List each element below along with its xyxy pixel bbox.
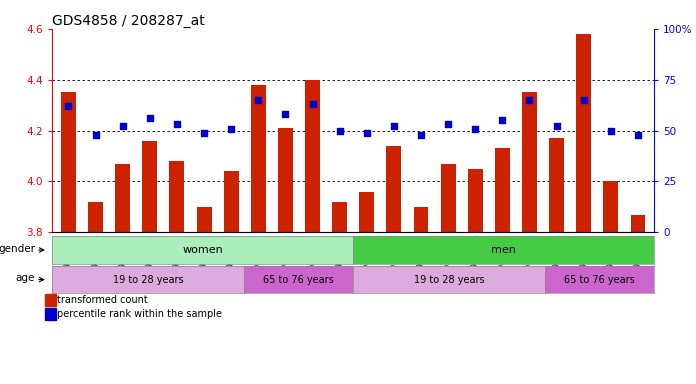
Text: percentile rank within the sample: percentile rank within the sample xyxy=(57,310,222,319)
Bar xyxy=(441,164,456,232)
Bar xyxy=(143,141,157,232)
Point xyxy=(443,121,454,127)
Point xyxy=(470,126,481,132)
Point xyxy=(633,132,644,138)
Point xyxy=(524,97,535,103)
Bar xyxy=(196,207,212,232)
Bar xyxy=(549,138,564,232)
Text: GDS4858 / 208287_at: GDS4858 / 208287_at xyxy=(52,14,205,28)
Bar xyxy=(413,207,429,232)
Point xyxy=(334,127,345,134)
Point xyxy=(253,97,264,103)
Bar xyxy=(386,146,402,232)
Text: transformed count: transformed count xyxy=(57,295,148,305)
Text: 65 to 76 years: 65 to 76 years xyxy=(564,275,635,285)
Point xyxy=(117,123,128,129)
Text: age: age xyxy=(16,273,35,283)
Bar xyxy=(223,171,239,232)
Point xyxy=(171,121,182,127)
Text: 19 to 28 years: 19 to 28 years xyxy=(113,275,183,285)
Bar xyxy=(88,202,103,232)
Point xyxy=(551,123,562,129)
Bar xyxy=(495,148,510,232)
Bar xyxy=(305,79,320,232)
Bar xyxy=(359,192,374,232)
Bar xyxy=(576,34,591,232)
Point xyxy=(90,132,101,138)
Point xyxy=(63,103,74,109)
Point xyxy=(578,97,590,103)
Bar xyxy=(631,215,645,232)
Text: 19 to 28 years: 19 to 28 years xyxy=(413,275,484,285)
Point xyxy=(361,129,372,136)
Point xyxy=(144,115,155,121)
Point xyxy=(388,123,400,129)
Bar xyxy=(45,294,56,306)
Point xyxy=(307,101,318,107)
Bar xyxy=(116,164,130,232)
Text: men: men xyxy=(491,245,516,255)
Point xyxy=(497,117,508,123)
Bar xyxy=(61,93,76,232)
Text: gender: gender xyxy=(0,243,35,253)
Bar xyxy=(332,202,347,232)
Point xyxy=(226,126,237,132)
Text: 65 to 76 years: 65 to 76 years xyxy=(263,275,334,285)
Bar xyxy=(278,128,293,232)
Bar xyxy=(170,161,184,232)
Bar xyxy=(603,182,618,232)
Point xyxy=(606,127,617,134)
Point xyxy=(280,111,291,118)
Bar xyxy=(251,85,266,232)
Bar xyxy=(522,93,537,232)
Bar xyxy=(468,169,483,232)
Bar xyxy=(45,308,56,320)
Text: women: women xyxy=(182,245,223,255)
Point xyxy=(198,129,209,136)
Point xyxy=(416,132,427,138)
